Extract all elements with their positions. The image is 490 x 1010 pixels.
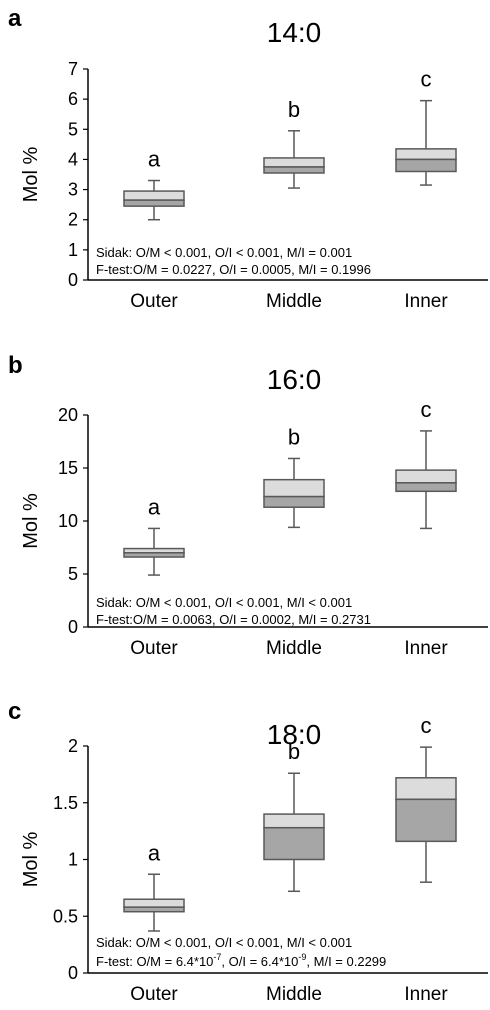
x-tick-label: Middle [266, 984, 322, 1005]
y-tick-label: 6 [68, 89, 78, 109]
box-lower-quartile [263, 826, 325, 861]
significance-letter: c [421, 397, 432, 422]
y-tick-label: 5 [68, 119, 78, 139]
box-lower-quartile [123, 906, 185, 913]
y-tick-label: 3 [68, 180, 78, 200]
x-tick-label: Outer [130, 291, 178, 312]
ftest-stats: F-test: O/M = 6.4*10-7, O/I = 6.4*10-9, … [96, 952, 386, 969]
panel-letter: b [8, 352, 23, 379]
x-tick-label: Outer [130, 984, 178, 1005]
y-tick-label: 2 [68, 210, 78, 230]
box-upper-quartile [263, 478, 325, 498]
box-upper-quartile [263, 157, 325, 168]
panel-b: b 16:0 0 5 10 15 20 Mol % Outer Middle Inner a b c Sid… [8, 352, 488, 659]
y-tick-label: 0 [68, 963, 78, 983]
chart-title: 18:0 [267, 719, 322, 750]
ftest-stats: F-test:O/M = 0.0063, O/I = 0.0002, M/I =… [96, 612, 371, 627]
box-outer: a [123, 147, 185, 221]
box-outer: a [123, 840, 185, 932]
box-inner: c [395, 67, 457, 186]
box-lower-quartile [395, 158, 457, 173]
significance-letter: a [148, 840, 161, 865]
panel-letter: a [8, 5, 22, 32]
y-tick-label: 4 [68, 149, 78, 169]
box-outer: a [123, 494, 185, 576]
y-tick-label: 20 [58, 405, 78, 425]
chart-title: 16:0 [267, 364, 322, 395]
significance-letter: b [288, 424, 300, 449]
box-lower-quartile [395, 482, 457, 493]
sidak-stats: Sidak: O/M < 0.001, O/I < 0.001, M/I < 0… [96, 595, 352, 610]
box-upper-quartile [123, 898, 185, 908]
panel-a: a 14:0 0 1 2 3 4 5 6 7 Mol % Outer Middle Inner a b c Sid… [8, 5, 488, 312]
significance-letter: a [148, 147, 161, 172]
significance-letter: c [421, 67, 432, 92]
box-lower-quartile [123, 199, 185, 207]
x-tick-label: Inner [404, 291, 448, 312]
x-tick-label: Inner [404, 984, 448, 1005]
box-lower-quartile [123, 552, 185, 558]
box-inner: c [395, 713, 457, 883]
y-tick-label: 1 [68, 240, 78, 260]
sidak-stats: Sidak: O/M < 0.001, O/I < 0.001, M/I = 0… [96, 245, 352, 260]
y-axis-label: Mol % [20, 493, 42, 549]
y-tick-label: 10 [58, 511, 78, 531]
x-tick-label: Inner [404, 638, 448, 659]
x-tick-label: Middle [266, 638, 322, 659]
y-tick-label: 0 [68, 270, 78, 290]
y-tick-label: 7 [68, 59, 78, 79]
box-upper-quartile [395, 148, 457, 161]
box-middle: b [263, 97, 325, 189]
y-tick-label: 5 [68, 564, 78, 584]
box-upper-quartile [395, 469, 457, 484]
y-tick-label: 2 [68, 736, 78, 756]
sidak-stats: Sidak: O/M < 0.001, O/I < 0.001, M/I < 0… [96, 935, 352, 950]
box-inner: c [395, 397, 457, 530]
box-middle: b [263, 739, 325, 893]
box-middle: b [263, 424, 325, 529]
box-lower-quartile [263, 495, 325, 508]
significance-letter: b [288, 97, 300, 122]
box-upper-quartile [123, 190, 185, 201]
y-axis-label: Mol % [20, 832, 42, 888]
y-tick-label: 1.5 [53, 793, 78, 813]
significance-letter: a [148, 494, 161, 519]
box-lower-quartile [395, 798, 457, 843]
x-tick-label: Outer [130, 638, 178, 659]
x-tick-label: Middle [266, 291, 322, 312]
significance-letter: c [421, 713, 432, 738]
significance-letter: b [288, 739, 300, 764]
box-lower-quartile [263, 166, 325, 174]
panel-letter: c [8, 698, 21, 725]
y-tick-label: 0.5 [53, 906, 78, 926]
box-upper-quartile [395, 777, 457, 801]
panel-c: c 18:0 0 0.5 1 1.5 2 Mol % Outer Middle Inner a b c Si… [8, 698, 488, 1005]
chart-title: 14:0 [267, 17, 322, 48]
box-upper-quartile [263, 813, 325, 829]
ftest-stats: F-test:O/M = 0.0227, O/I = 0.0005, M/I =… [96, 262, 371, 277]
y-tick-label: 1 [68, 850, 78, 870]
y-tick-label: 15 [58, 458, 78, 478]
y-tick-label: 0 [68, 617, 78, 637]
y-axis-label: Mol % [20, 147, 42, 203]
